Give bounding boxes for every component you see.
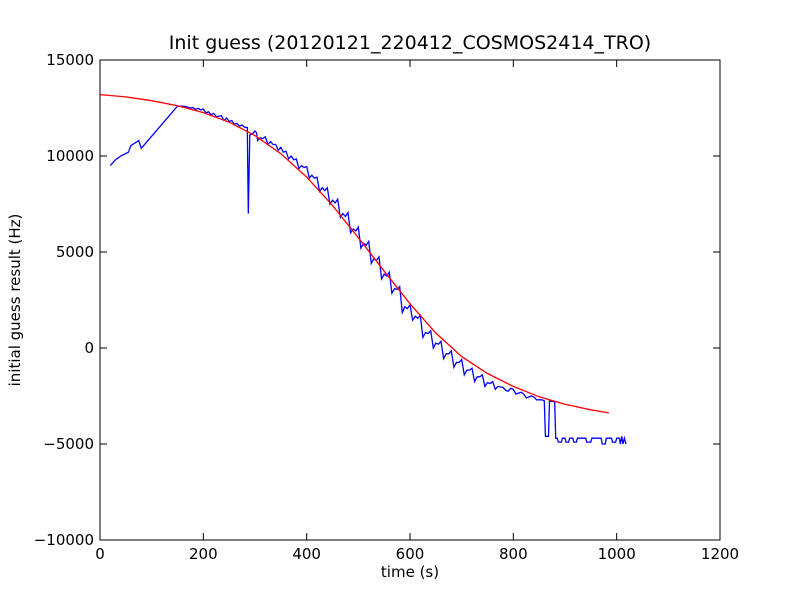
y-axis-label: initial guess result (Hz) xyxy=(6,214,24,387)
chart-title: Init guess (20120121_220412_COSMOS2414_T… xyxy=(169,32,651,54)
plot-area: 0 200 400 600 800 1000 1200 −10000 −5000 0 5000 100… xyxy=(34,51,739,563)
y-tick-label: 0 xyxy=(84,339,94,357)
y-tick-label: 5000 xyxy=(56,243,94,261)
y-tick-label: 15000 xyxy=(46,51,94,69)
x-tick-label: 0 xyxy=(95,545,105,563)
axes-frame xyxy=(99,59,721,541)
x-tick-label: 200 xyxy=(189,545,218,563)
y-tick-label: −10000 xyxy=(34,531,94,549)
plot-background xyxy=(100,60,720,540)
x-tick-label: 600 xyxy=(396,545,425,563)
x-axis-label: time (s) xyxy=(381,563,439,581)
series-line-1 xyxy=(109,105,627,445)
x-tick-label: 800 xyxy=(499,545,528,563)
x-tick-label: 400 xyxy=(292,545,321,563)
y-tick-label: 10000 xyxy=(46,147,94,165)
y-tick-label: −5000 xyxy=(43,435,94,453)
series-line-2 xyxy=(100,93,610,414)
x-tick-label: 1200 xyxy=(701,545,739,563)
x-tick-label: 1000 xyxy=(598,545,636,563)
